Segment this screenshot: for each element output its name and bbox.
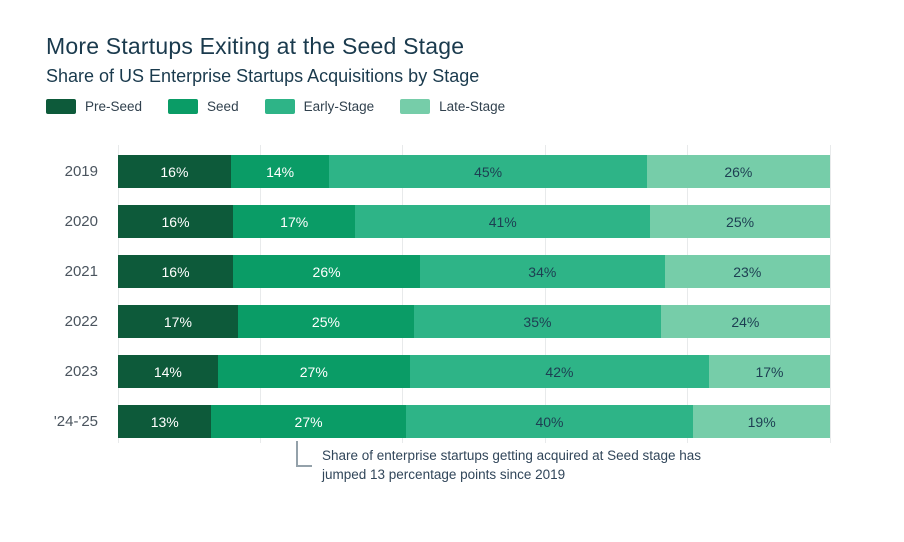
bar-segment-early-stage: 45% — [329, 155, 647, 188]
legend-item-pre-seed: Pre-Seed — [46, 99, 142, 114]
bar: 17% 25% 35% 24% — [118, 305, 830, 338]
bar-segment-value: 45% — [474, 163, 503, 180]
legend-label: Late-Stage — [439, 99, 506, 114]
bar-segment-early-stage: 34% — [420, 255, 665, 288]
bar-segment-value: 23% — [733, 263, 762, 280]
bar-segment-seed: 17% — [233, 205, 356, 238]
legend-label: Early-Stage — [303, 99, 375, 114]
bar-segment-seed: 25% — [237, 305, 415, 338]
bar-segment-pre-seed: 16% — [118, 155, 231, 188]
bar-segment-value: 25% — [726, 213, 755, 230]
bar-segment-pre-seed: 14% — [118, 355, 218, 388]
gridline — [402, 145, 404, 443]
bar-segment-late-stage: 23% — [664, 255, 830, 288]
annotation-connector-line — [296, 441, 312, 467]
bar-segment-value: 24% — [731, 313, 760, 330]
gridline — [687, 145, 689, 443]
annotation-text: Share of enterprise startups getting acq… — [322, 448, 701, 482]
legend-swatch-icon — [264, 99, 295, 114]
gridline — [544, 145, 546, 443]
legend-swatch-icon — [400, 99, 431, 114]
bar-segment-pre-seed: 16% — [118, 205, 234, 238]
bar-segment-value: 16% — [161, 263, 190, 280]
bar-segment-value: 17% — [163, 313, 192, 330]
legend-item-seed: Seed — [168, 99, 239, 114]
legend: Pre-Seed Seed Early-Stage Late-Stage — [46, 99, 505, 114]
legend-label: Pre-Seed — [85, 99, 143, 114]
bar-segment-value: 19% — [747, 413, 776, 430]
row-label: 2022 — [64, 313, 98, 330]
row-label: 2023 — [64, 363, 98, 380]
bar-segment-value: 13% — [150, 413, 179, 430]
bar-segment-value: 14% — [266, 163, 295, 180]
gridline — [117, 145, 119, 443]
bar-segment-seed: 14% — [230, 155, 330, 188]
bar: 14% 27% 42% 17% — [118, 355, 830, 388]
legend-swatch-icon — [168, 99, 199, 114]
gridline — [259, 145, 261, 443]
row-label: 2019 — [64, 163, 98, 180]
bar-segment-late-stage: 26% — [646, 155, 830, 188]
bar-segment-seed: 27% — [217, 355, 410, 388]
chart-row: 2020 16% 17% 41% 25% — [0, 205, 830, 238]
legend-swatch-icon — [46, 99, 76, 114]
bar-segment-value: 35% — [523, 313, 552, 330]
bar-segment-value: 34% — [528, 263, 557, 280]
bar-segment-value: 17% — [755, 363, 784, 380]
chart-row: 2022 17% 25% 35% 24% — [0, 305, 830, 338]
legend-label: Seed — [207, 99, 239, 114]
bar-segment-value: 26% — [724, 163, 753, 180]
bar-segment-value: 27% — [294, 413, 323, 430]
bar-segment-early-stage: 35% — [414, 305, 661, 338]
bar-segment-value: 14% — [153, 363, 182, 380]
bar-segment-value: 42% — [545, 363, 574, 380]
bar-segment-early-stage: 42% — [409, 355, 709, 388]
bar-segment-early-stage: 41% — [355, 205, 651, 238]
bar-segment-value: 17% — [280, 213, 309, 230]
bar-segment-value: 25% — [311, 313, 340, 330]
bar: 16% 17% 41% 25% — [118, 205, 830, 238]
bar: 13% 27% 40% 19% — [118, 405, 830, 438]
bar-segment-value: 16% — [161, 213, 190, 230]
bar: 16% 26% 34% 23% — [118, 255, 830, 288]
page-title: More Startups Exiting at the Seed Stage — [46, 33, 465, 59]
chart-row: 2023 14% 27% 42% 17% — [0, 355, 830, 388]
bar-segment-late-stage: 24% — [660, 305, 830, 338]
row-label: 2020 — [64, 213, 98, 230]
bar-segment-pre-seed: 13% — [118, 405, 212, 438]
gridlines — [117, 145, 831, 443]
stacked-bar-chart: 2019 16% 14% 45% 26% 2020 16% 17% 41% 25% 2021 16% 2… — [0, 145, 904, 445]
bar-segment-value: 41% — [488, 213, 517, 230]
legend-item-early-stage: Early-Stage — [264, 99, 375, 114]
chart-row: 2021 16% 26% 34% 23% — [0, 255, 830, 288]
bar-segment-early-stage: 40% — [405, 405, 694, 438]
row-label: '24-'25 — [53, 413, 98, 430]
chart-row: '24-'25 13% 27% 40% 19% — [0, 405, 830, 438]
bar-segment-seed: 27% — [211, 405, 406, 438]
bar-segment-seed: 26% — [233, 255, 421, 288]
bar: 16% 14% 45% 26% — [118, 155, 830, 188]
bar-segment-late-stage: 19% — [693, 405, 830, 438]
bar-segment-pre-seed: 17% — [118, 305, 238, 338]
bar-segment-value: 26% — [312, 263, 341, 280]
bar-segment-value: 16% — [160, 163, 189, 180]
chart-rows: 2019 16% 14% 45% 26% 2020 16% 17% 41% 25% 2021 16% 2… — [0, 155, 830, 455]
bar-segment-pre-seed: 16% — [118, 255, 234, 288]
bar-segment-late-stage: 25% — [650, 205, 830, 238]
legend-item-late-stage: Late-Stage — [400, 99, 505, 114]
row-label: 2021 — [64, 263, 98, 280]
gridline — [829, 145, 831, 443]
bar-segment-value: 40% — [535, 413, 564, 430]
bar-segment-value: 27% — [299, 363, 328, 380]
bar-segment-late-stage: 17% — [708, 355, 830, 388]
page-subtitle: Share of US Enterprise Startups Acquisit… — [46, 66, 480, 86]
chart-row: 2019 16% 14% 45% 26% — [0, 155, 830, 188]
